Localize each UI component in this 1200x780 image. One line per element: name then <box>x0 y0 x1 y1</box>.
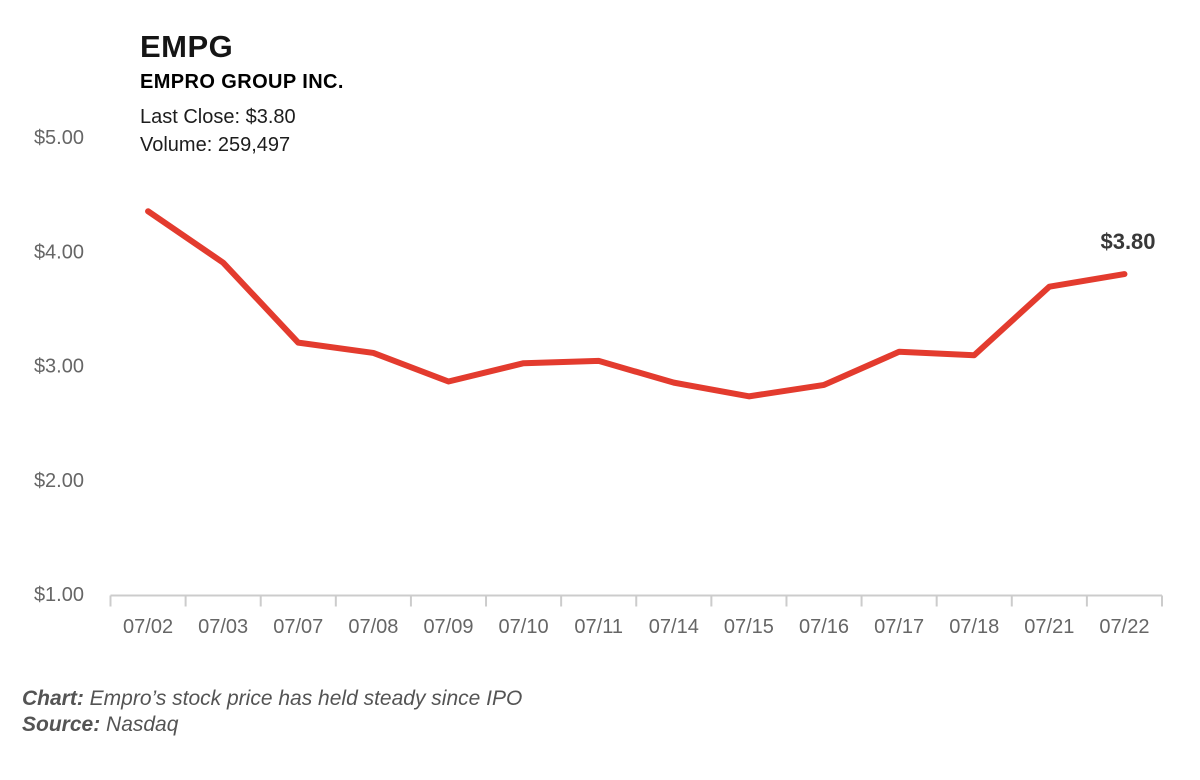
last-price-label: $3.80 <box>1100 229 1156 254</box>
footer-source-label: Source: <box>22 713 101 736</box>
ticker-symbol: EMPG <box>140 29 234 64</box>
y-axis-tick-label: $5.00 <box>34 127 84 149</box>
y-axis-tick-label: $2.00 <box>34 470 84 492</box>
x-axis-tick-label: 07/08 <box>348 616 398 638</box>
y-axis-tick-label: $3.00 <box>34 356 84 378</box>
x-axis-tick-label: 07/16 <box>799 616 849 638</box>
footer-source-text: Nasdaq <box>100 713 179 736</box>
x-axis-tick-label: 07/11 <box>574 616 623 638</box>
x-axis-tick-label: 07/07 <box>273 616 323 638</box>
x-axis-tick-label: 07/03 <box>198 616 248 638</box>
x-axis-tick-label: 07/22 <box>1099 616 1149 638</box>
x-axis-tick-label: 07/14 <box>649 616 699 638</box>
chart-header: EMPG EMPRO GROUP INC. Last Close: $3.80 … <box>140 30 344 159</box>
x-axis-tick-label: 07/09 <box>423 616 473 638</box>
chart-footer: Chart: Empro’s stock price has held stea… <box>22 686 522 738</box>
footer-source-line: Source: Nasdaq <box>22 712 522 738</box>
footer-chart-label: Chart: <box>22 687 84 710</box>
price-line-series <box>145 208 1128 400</box>
x-axis-tick-label: 07/17 <box>874 616 924 638</box>
volume-value: Volume: 259,497 <box>140 134 291 156</box>
x-axis-tick-label: 07/02 <box>123 616 173 638</box>
x-axis-tick-label: 07/18 <box>949 616 999 638</box>
y-axis-tick-label: $4.00 <box>34 241 84 263</box>
company-name: EMPRO GROUP INC. <box>140 71 344 93</box>
footer-chart-line: Chart: Empro’s stock price has held stea… <box>22 686 522 712</box>
quote-info: Last Close: $3.80 Volume: 259,497 <box>140 103 344 159</box>
y-axis-tick-label: $1.00 <box>34 584 84 606</box>
x-axis-tick-label: 07/15 <box>724 616 774 638</box>
last-close-value: Last Close: $3.80 <box>140 106 296 128</box>
x-axis-tick-label: 07/10 <box>499 616 549 638</box>
x-axis-tick-label: 07/21 <box>1024 616 1074 638</box>
footer-chart-text: Empro’s stock price has held steady sinc… <box>83 687 523 710</box>
